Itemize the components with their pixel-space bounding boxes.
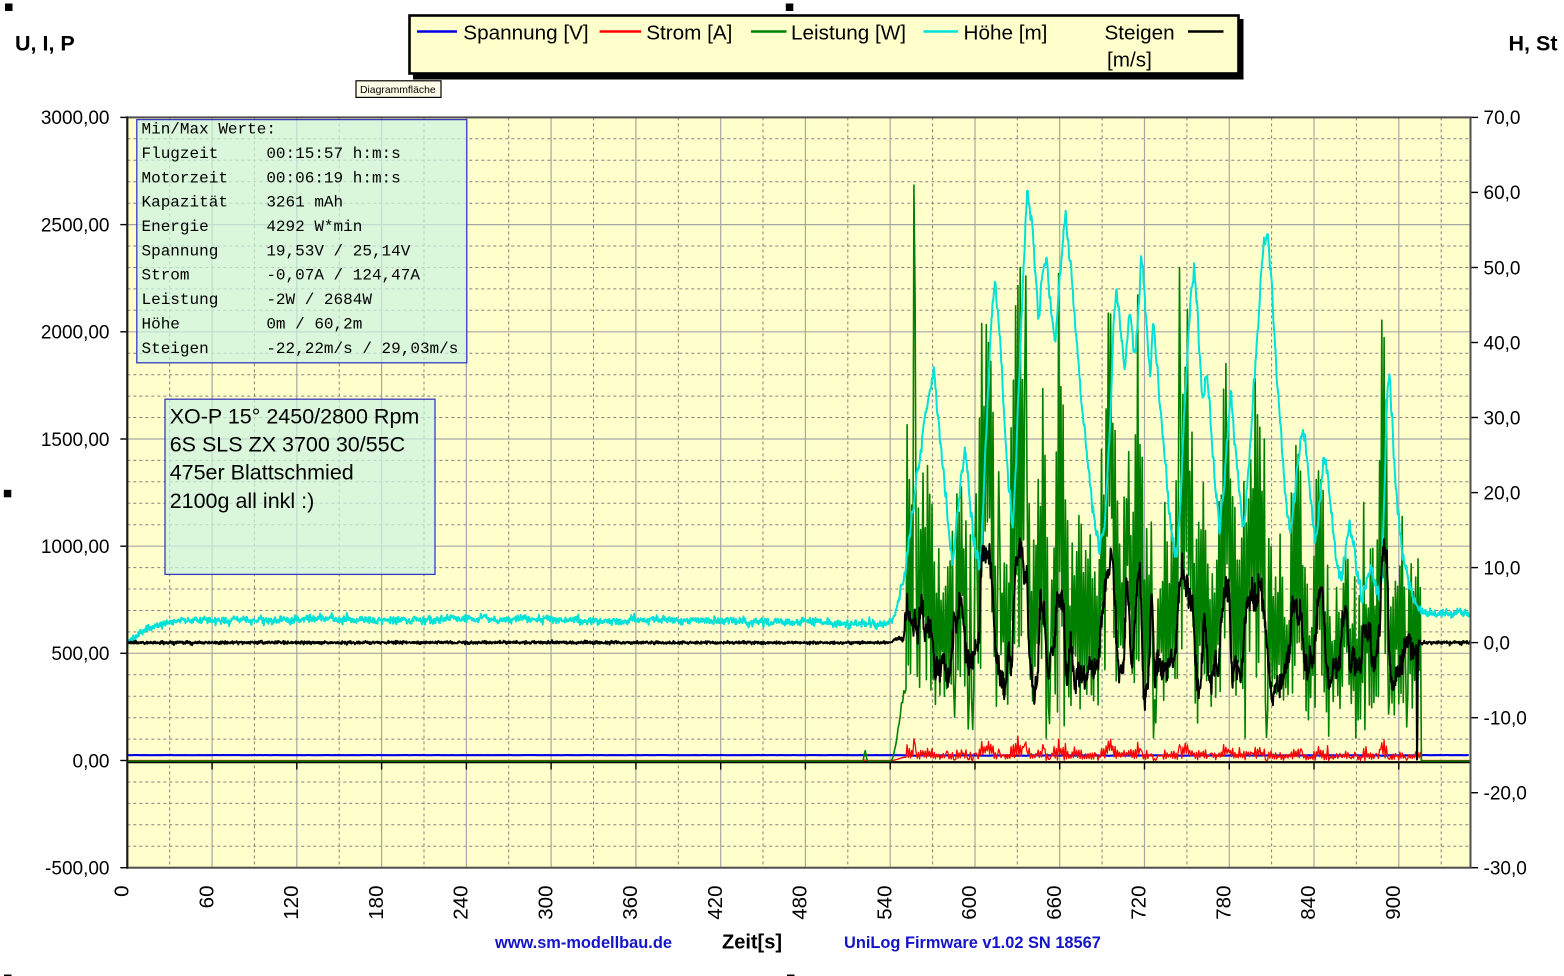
svg-text:Diagrammfläche: Diagrammfläche: [360, 85, 436, 96]
svg-text:300: 300: [534, 886, 557, 920]
svg-text:360: 360: [619, 886, 642, 920]
svg-text:1000,00: 1000,00: [41, 537, 110, 558]
svg-text:UniLog Firmware v1.02 SN 18567: UniLog Firmware v1.02 SN 18567: [844, 934, 1101, 952]
svg-text:240: 240: [450, 886, 473, 920]
svg-text:60,0: 60,0: [1484, 183, 1521, 204]
svg-text:420: 420: [704, 886, 727, 920]
svg-text:0,0: 0,0: [1484, 633, 1510, 654]
svg-text:900: 900: [1382, 886, 1405, 920]
svg-text:600: 600: [958, 886, 981, 920]
svg-text:Steigen -22,22m/s / 29,03: Steigen -22,22m/s / 29,03m/s: [142, 340, 459, 358]
svg-text:XO-P 15° 2450/2800 Rpm: XO-P 15° 2450/2800 Rpm: [170, 405, 420, 429]
svg-text:-10,0: -10,0: [1484, 709, 1527, 730]
svg-text:Leistung [W]: Leistung [W]: [791, 22, 906, 45]
svg-text:Kapazität 3261 mAh: Kapazität 3261 mAh: [142, 194, 344, 212]
svg-text:480: 480: [789, 886, 812, 920]
svg-text:Strom [A]: Strom [A]: [646, 22, 732, 45]
svg-text:475er Blattschmied: 475er Blattschmied: [170, 461, 354, 485]
svg-text:840: 840: [1297, 886, 1320, 920]
svg-text:Motorzeit 00:06:19 h:m:s: Motorzeit 00:06:19 h:m:s: [142, 169, 401, 187]
svg-text:660: 660: [1043, 886, 1066, 920]
svg-text:2100g all inkl :): 2100g all inkl :): [170, 489, 315, 513]
svg-text:40,0: 40,0: [1484, 333, 1521, 354]
svg-text:U, I, P: U, I, P: [15, 31, 75, 55]
svg-text:50,0: 50,0: [1484, 258, 1521, 279]
svg-text:Leistung -2W / 2684W: Leistung -2W / 2684W: [142, 291, 373, 309]
svg-text:500,00: 500,00: [51, 644, 109, 665]
svg-text:20,0: 20,0: [1484, 483, 1521, 504]
svg-text:Strom -0,07A / 124,47A: Strom -0,07A / 124,47A: [142, 267, 421, 285]
svg-text:0,00: 0,00: [73, 751, 110, 772]
svg-text:Energie 4292 W*min: Energie 4292 W*min: [142, 218, 363, 236]
svg-text:540: 540: [873, 886, 896, 920]
svg-text:[m/s]: [m/s]: [1107, 49, 1152, 72]
svg-text:60: 60: [195, 886, 218, 909]
svg-text:0: 0: [111, 886, 134, 897]
svg-text:-500,00: -500,00: [45, 859, 109, 880]
svg-text:1500,00: 1500,00: [41, 430, 110, 451]
svg-text:30,0: 30,0: [1484, 408, 1521, 429]
svg-text:180: 180: [365, 886, 388, 920]
svg-text:Steigen: Steigen: [1105, 22, 1175, 45]
svg-text:www.sm-modellbau.de: www.sm-modellbau.de: [494, 934, 672, 952]
svg-text:Spannung 19,53V / 25,14V: Spannung 19,53V / 25,14V: [142, 242, 411, 260]
svg-text:10,0: 10,0: [1484, 558, 1521, 579]
svg-text:Höhe [m]: Höhe [m]: [964, 22, 1048, 45]
svg-text:-30,0: -30,0: [1484, 859, 1527, 880]
svg-text:-20,0: -20,0: [1484, 784, 1527, 805]
svg-text:2000,00: 2000,00: [41, 323, 110, 344]
svg-text:70,0: 70,0: [1484, 108, 1521, 129]
svg-text:Zeit[s]: Zeit[s]: [722, 932, 782, 954]
svg-text:2500,00: 2500,00: [41, 215, 110, 236]
svg-text:720: 720: [1128, 886, 1151, 920]
svg-text:3000,00: 3000,00: [41, 108, 110, 129]
svg-text:Flugzeit 00:15:57 h:m:s: Flugzeit 00:15:57 h:m:s: [142, 145, 401, 163]
svg-text:120: 120: [280, 886, 303, 920]
svg-text:6S SLS ZX 3700 30/55C: 6S SLS ZX 3700 30/55C: [170, 433, 405, 457]
svg-text:Min/Max Werte:: Min/Max Werte:: [142, 121, 276, 139]
svg-text:H, St: H, St: [1509, 31, 1558, 55]
svg-text:Höhe 0m / 60,2m: Höhe 0m / 60,2m: [142, 315, 363, 333]
svg-text:Spannung [V]: Spannung [V]: [463, 22, 588, 45]
svg-text:780: 780: [1213, 886, 1236, 920]
